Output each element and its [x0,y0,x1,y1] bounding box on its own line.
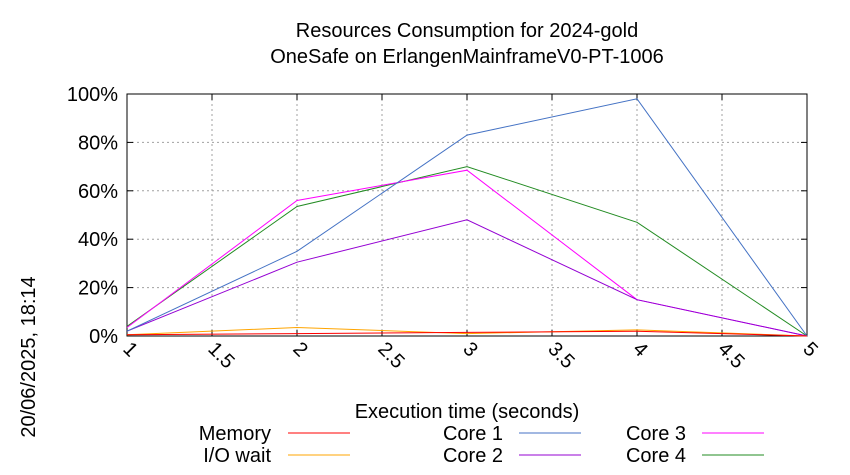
legend-label: I/O wait [203,445,271,467]
y-tick-label: 20% [78,278,118,300]
legend-label: Core 3 [626,423,686,445]
series [126,98,808,337]
grid [127,94,807,336]
series-line-core-4 [126,166,808,337]
legend-label: Core 4 [626,445,686,467]
y-tick-label: 80% [78,132,118,154]
legend-label: Core 1 [443,423,503,445]
series-line-memory [126,330,808,337]
x-tick-label: 4.5 [713,338,748,373]
legend-label: Memory [199,423,271,445]
y-tick-label: 0% [89,326,118,348]
timestamp-label: 20/06/2025, 18:14 [18,276,40,437]
x-tick-label: 5 [798,338,821,361]
x-tick-label: 3 [458,338,481,361]
series-line-i-o-wait [126,326,808,337]
chart-subtitle: OneSafe on ErlangenMainframeV0-PT-1006 [270,46,664,68]
x-tick-label: 1 [118,338,141,361]
x-tick-label: 1.5 [203,338,238,373]
series-line-core-2 [126,219,808,337]
x-tick-label: 3.5 [543,338,578,373]
y-tick-label: 100% [67,84,118,106]
chart-title: Resources Consumption for 2024-gold [296,20,638,42]
x-axis-label: Execution time (seconds) [355,401,580,423]
x-tick-label: 2.5 [373,338,408,373]
x-tick-label: 2 [288,338,311,361]
y-axis-ticks: 0% 20% 40% 60% 80% 100% [67,84,807,348]
series-line-core-1 [126,98,808,337]
y-tick-label: 60% [78,181,118,203]
legend-label: Core 2 [443,445,503,467]
x-tick-label: 4 [628,338,651,361]
x-axis-ticks: 1 1.5 2 2.5 3 3.5 4 4.5 5 [118,94,822,373]
y-tick-label: 40% [78,229,118,251]
